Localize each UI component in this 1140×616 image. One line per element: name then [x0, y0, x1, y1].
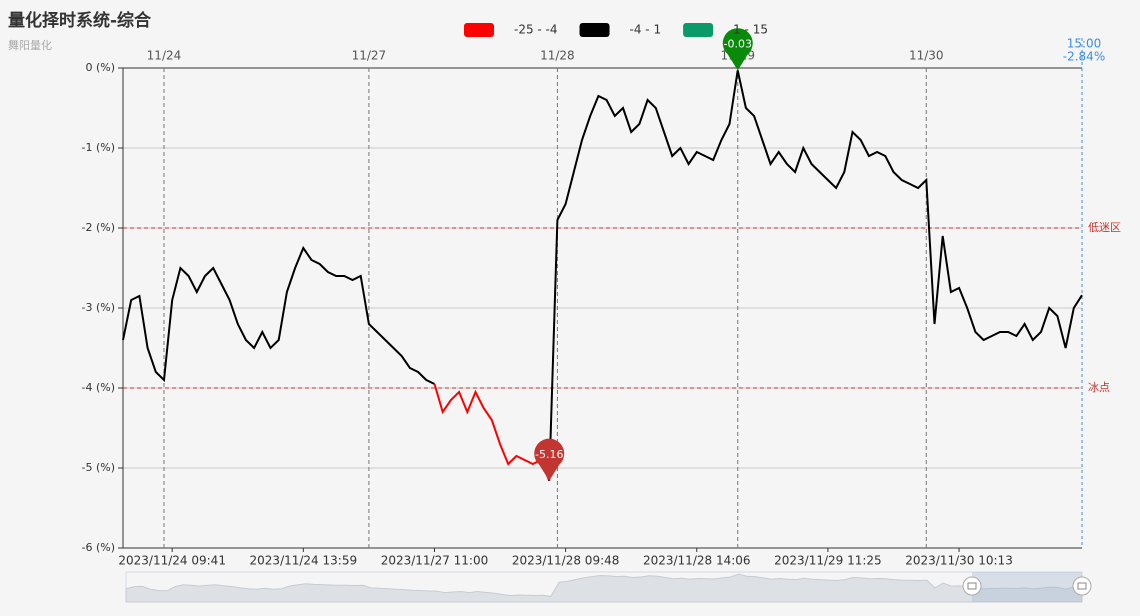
end-marker-time: 15:00 [1067, 37, 1102, 51]
y-tick-label: -3 (%) [82, 301, 116, 314]
legend-swatch[interactable] [683, 23, 714, 37]
zoom-preview [125, 573, 1083, 603]
mark-pin-label: -5.16 [535, 448, 563, 461]
legend-label[interactable]: -4 - 1 [630, 23, 662, 37]
zoom-window [972, 572, 1082, 602]
y-tick-label: 0 (%) [85, 61, 115, 74]
x-tick-label: 2023/11/24 09:41 [118, 554, 226, 568]
day-label: 11/30 [909, 49, 944, 63]
zoom-handle-grip[interactable] [967, 582, 977, 590]
mark-line-label: 低迷区 [1088, 221, 1121, 234]
mark-line-label: 冰点 [1088, 381, 1110, 394]
end-marker-value: -2.84% [1063, 50, 1105, 64]
x-tick-label: 2023/11/29 11:25 [774, 554, 882, 568]
line-segment [548, 70, 1083, 481]
x-tick-label: 2023/11/28 14:06 [643, 554, 751, 568]
line-segment [122, 245, 435, 385]
x-tick-label: 2023/11/24 13:59 [250, 554, 358, 568]
x-tick-label: 2023/11/28 09:48 [512, 554, 620, 568]
x-tick-label: 2023/11/30 10:13 [905, 554, 1013, 568]
y-tick-label: -5 (%) [82, 461, 116, 474]
zoom-handle[interactable] [1072, 576, 1092, 596]
mark-pin [534, 438, 565, 481]
zoom-handle[interactable] [962, 576, 982, 596]
mark-pin [722, 28, 753, 71]
day-label: 11/24 [147, 49, 182, 63]
y-tick-label: -1 (%) [82, 141, 116, 154]
y-tick-label: -4 (%) [82, 381, 116, 394]
y-tick-label: -6 (%) [82, 541, 116, 554]
line-segment [433, 383, 551, 482]
zoom-handle-grip[interactable] [1077, 582, 1087, 590]
y-tick-label: -2 (%) [82, 221, 116, 234]
day-label: 11/28 [540, 49, 575, 63]
legend-swatch[interactable] [464, 23, 494, 37]
day-label: 11/27 [352, 49, 387, 63]
chart-subtitle: 舞阳量化 [8, 38, 52, 52]
x-tick-label: 2023/11/27 11:00 [381, 554, 489, 568]
chart-title: 量化择时系统-综合 [8, 10, 152, 31]
mark-pin-label: -0.03 [724, 37, 752, 50]
legend-swatch[interactable] [579, 23, 610, 37]
legend-label[interactable]: 1 - 15 [733, 23, 768, 37]
legend-label[interactable]: -25 - -4 [514, 23, 558, 37]
